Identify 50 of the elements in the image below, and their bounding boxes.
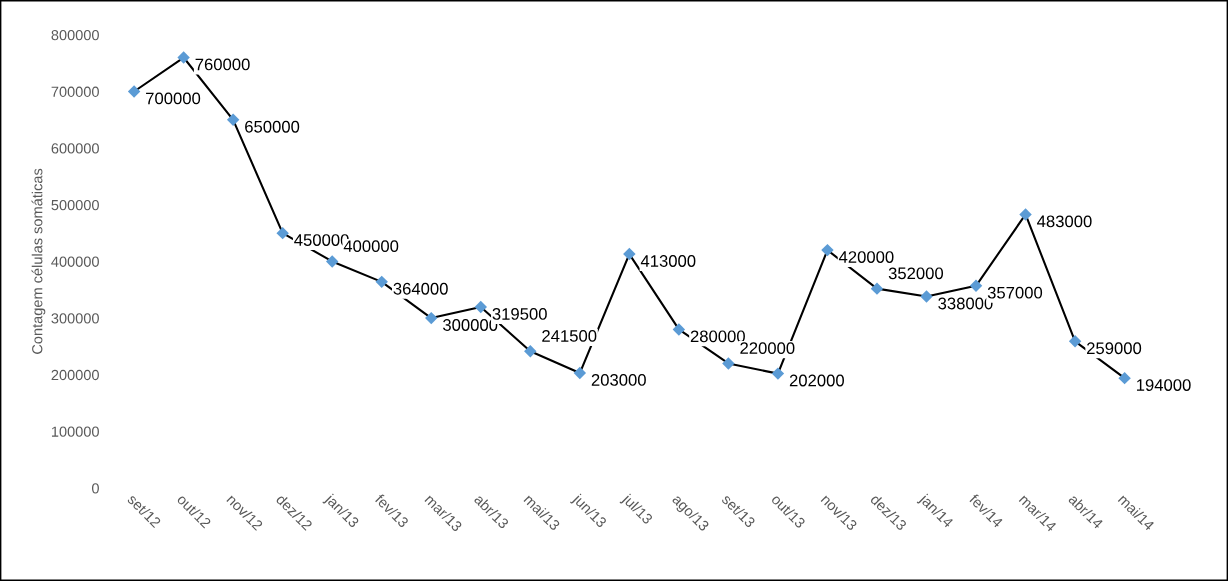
point [226,113,240,127]
point [1068,335,1082,348]
data-label: 241500 [542,330,597,342]
point [276,226,289,240]
data-label: 220000 [740,342,795,354]
data-label: 483000 [1037,215,1092,228]
y-tick-label: 700000 [51,86,99,97]
data-label: 357000 [987,286,1043,299]
point [127,85,141,98]
point [573,366,587,380]
y-tick-label: 100000 [51,426,99,437]
y-tick-label: 400000 [51,256,99,267]
point [771,367,785,380]
data-label: 194000 [1136,379,1191,391]
y-tick-label: 800000 [51,29,99,41]
point [375,275,388,289]
y-axis-title: Contagem células somáticas [31,168,46,354]
point [969,279,983,293]
data-label: 319500 [492,308,547,320]
data-label: 338000 [938,297,993,310]
point [870,282,884,295]
data-label: 413000 [640,255,696,267]
y-tick-label: 500000 [51,199,99,211]
y-tick-label: 0 [91,483,99,494]
data-label: 300000 [442,319,498,331]
point [623,247,636,261]
point [325,255,339,268]
y-tick-label: 300000 [51,313,99,324]
point [821,243,834,257]
data-label: 203000 [591,374,646,386]
y-tick-label: 200000 [51,369,99,381]
data-label: 352000 [888,267,944,280]
point [177,51,190,64]
point [425,311,438,325]
data-label: 420000 [838,251,894,263]
data-label: 259000 [1087,342,1142,355]
data-label: 280000 [690,330,745,343]
point [920,290,933,303]
point [1118,371,1131,385]
data-label: 202000 [789,374,844,387]
data-label: 700000 [146,92,201,105]
point [474,300,487,314]
data-label: 760000 [195,58,250,71]
point [672,323,686,336]
point [722,357,735,370]
y-tick-label: 600000 [51,143,99,154]
point [524,345,537,358]
data-label: 364000 [393,282,448,295]
point [1019,208,1032,221]
data-label: 650000 [245,120,300,133]
